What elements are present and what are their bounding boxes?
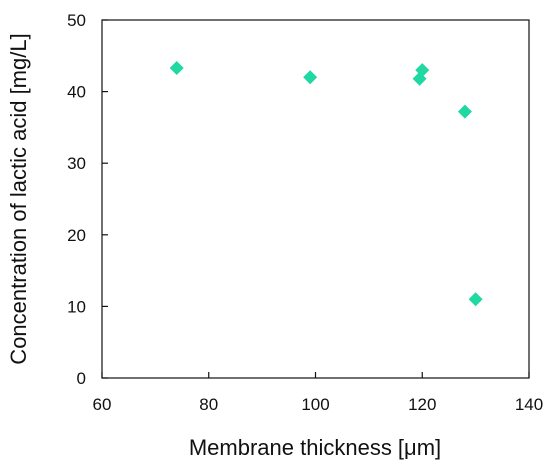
y-tick-label: 50 — [67, 11, 86, 30]
y-tick-label: 40 — [67, 83, 86, 102]
data-point — [457, 104, 472, 119]
y-tick-label: 30 — [67, 154, 86, 173]
y-tick-label: 20 — [67, 226, 86, 245]
data-point — [468, 292, 483, 307]
x-tick-label: 60 — [93, 395, 112, 414]
y-axis-title: Concentration of lactic acid [mg/L] — [6, 33, 31, 364]
y-axis-ticks: 0 10 20 30 40 50 — [67, 11, 108, 388]
x-tick-label: 140 — [515, 395, 543, 414]
plot-frame — [101, 19, 530, 379]
y-tick-label: 10 — [67, 297, 86, 316]
data-point — [303, 70, 318, 85]
data-points — [169, 60, 483, 307]
x-axis-title: Membrane thickness [μm] — [189, 435, 441, 460]
x-tick-label: 120 — [408, 395, 436, 414]
x-tick-label: 80 — [199, 395, 218, 414]
x-axis-ticks: 60 80 100 120 140 — [93, 372, 543, 414]
y-tick-label: 0 — [77, 369, 86, 388]
x-tick-label: 100 — [301, 395, 329, 414]
data-point — [415, 63, 430, 78]
data-point — [169, 60, 184, 75]
